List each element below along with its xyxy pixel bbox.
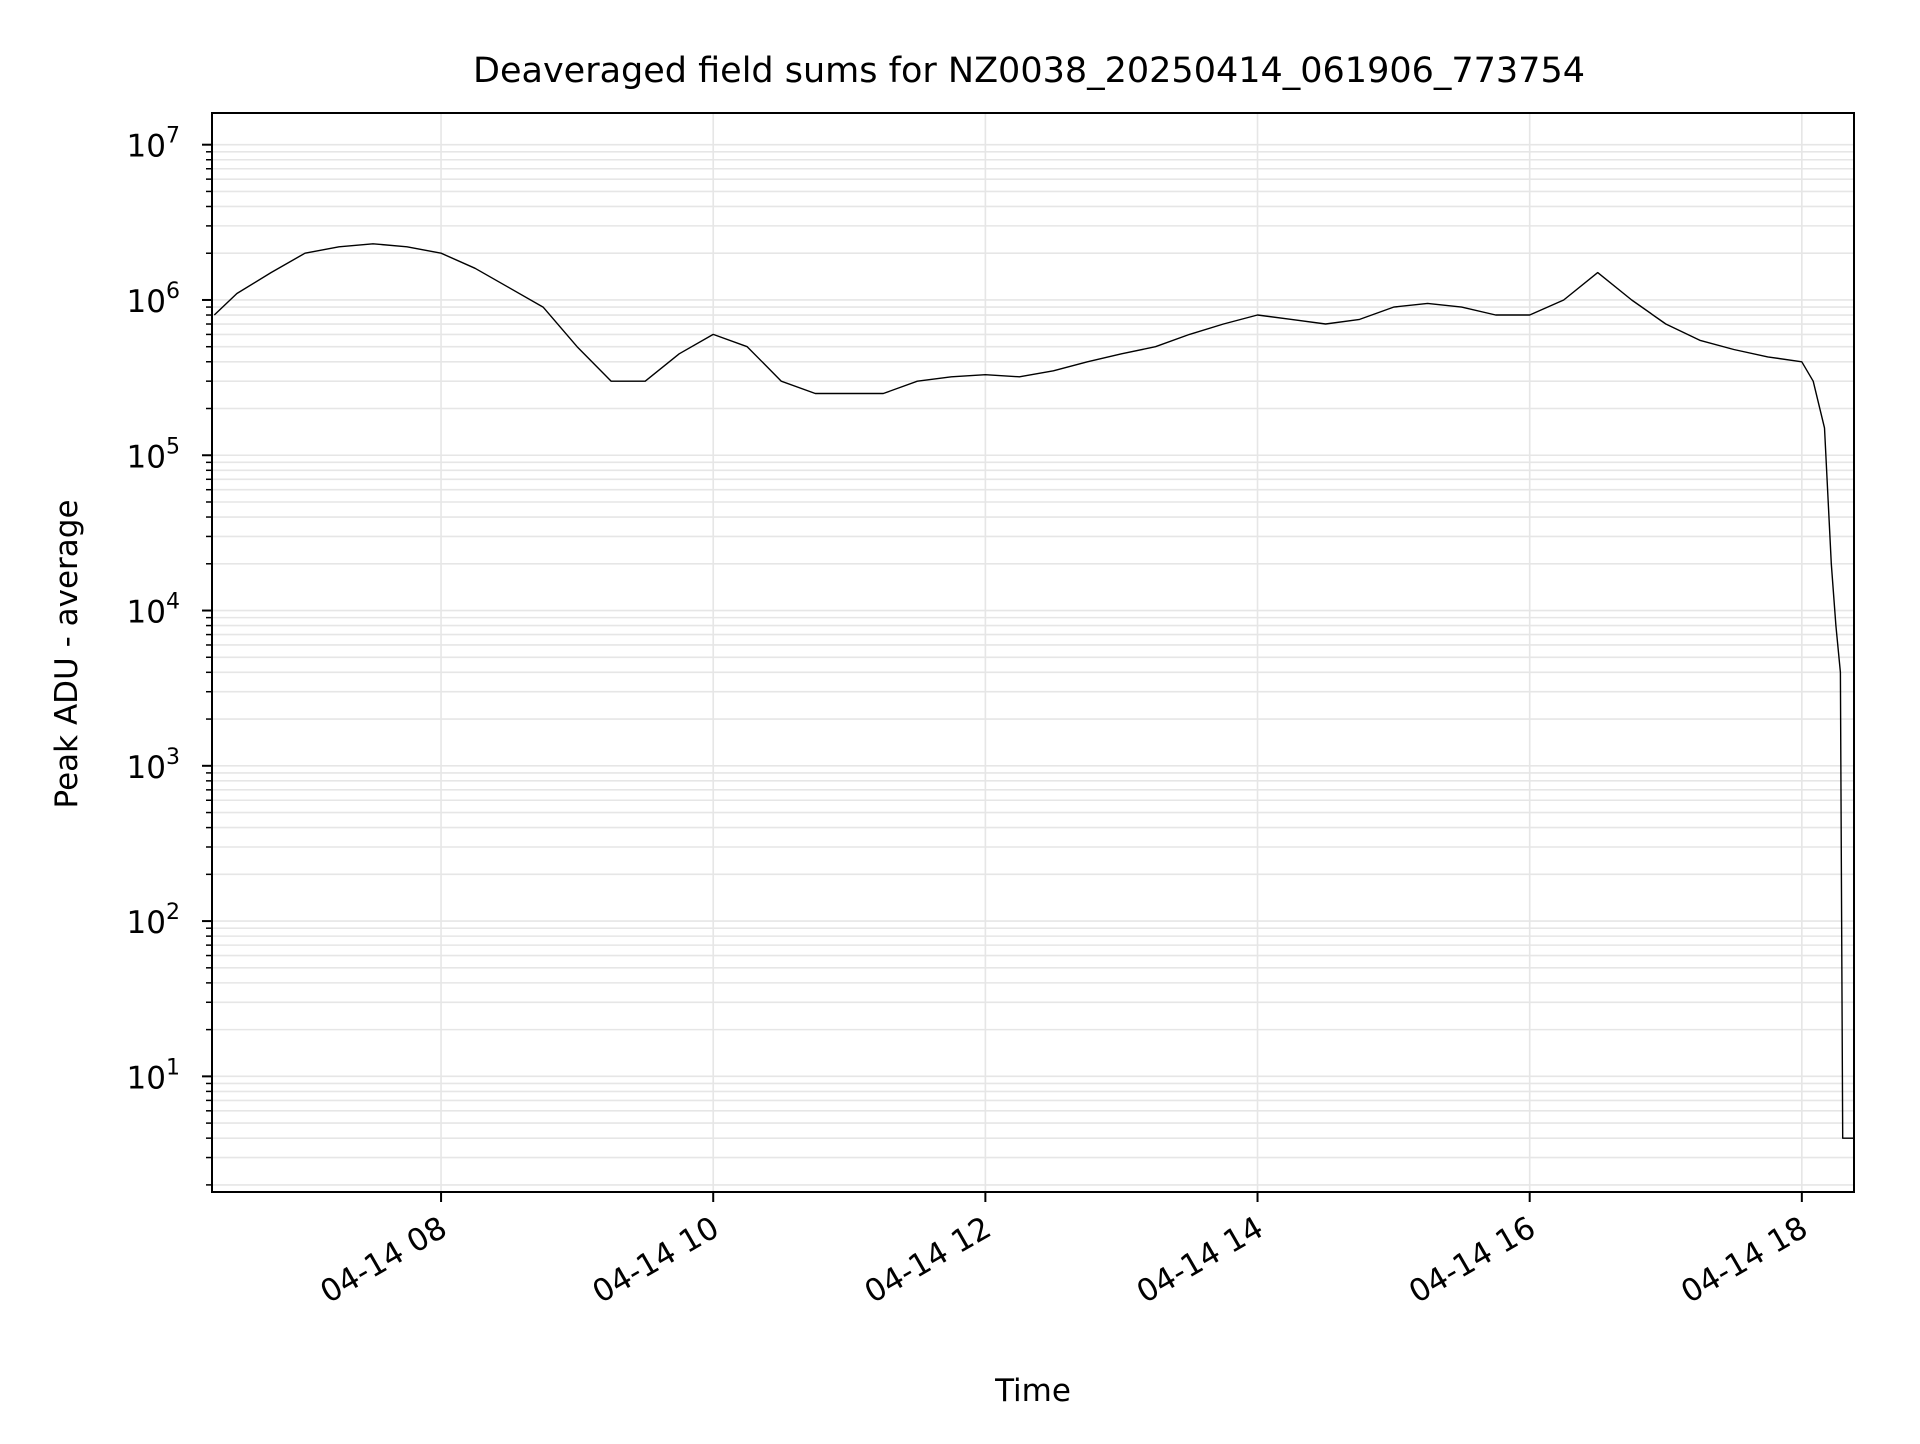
y-tick-label: 102 (127, 900, 180, 941)
y-tick-label: 103 (127, 745, 180, 786)
chart-title: Deaveraged field sums for NZ0038_2025041… (473, 51, 1585, 91)
series-line (213, 243, 1854, 1139)
y-tick-label: 107 (127, 124, 180, 165)
y-axis-label: Peak ADU - average (49, 499, 85, 808)
series-layer (213, 243, 1854, 1139)
y-tick-label: 105 (127, 434, 180, 475)
x-axis-label: Time (994, 1373, 1071, 1409)
y-tick-label: 106 (127, 279, 180, 320)
y-tick-label: 101 (127, 1055, 180, 1096)
grid (212, 113, 1854, 1192)
plot-frame (211, 112, 1855, 1193)
y-tick-label: 104 (127, 590, 180, 631)
